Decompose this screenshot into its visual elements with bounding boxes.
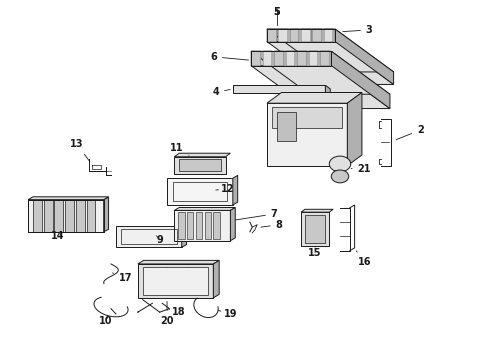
- Text: 16: 16: [356, 251, 371, 267]
- Bar: [267, 29, 335, 41]
- Bar: [277, 112, 296, 141]
- Bar: [28, 200, 104, 232]
- Text: 9: 9: [156, 235, 163, 245]
- Text: 21: 21: [351, 163, 371, 174]
- Bar: [65, 200, 74, 232]
- Polygon shape: [335, 29, 393, 85]
- Text: 19: 19: [218, 309, 237, 319]
- Text: 3: 3: [343, 25, 372, 35]
- Bar: [174, 210, 230, 241]
- Bar: [87, 200, 96, 232]
- Text: 8: 8: [261, 220, 283, 230]
- Bar: [213, 212, 220, 239]
- Text: 5: 5: [273, 7, 280, 17]
- Bar: [305, 215, 325, 243]
- Polygon shape: [267, 29, 276, 41]
- Bar: [54, 200, 63, 232]
- Polygon shape: [104, 197, 109, 232]
- Polygon shape: [230, 207, 235, 241]
- Polygon shape: [138, 260, 219, 264]
- Bar: [179, 159, 220, 171]
- Polygon shape: [267, 93, 362, 103]
- Bar: [76, 200, 85, 232]
- Bar: [267, 103, 347, 166]
- Text: 12: 12: [216, 184, 235, 194]
- Circle shape: [329, 156, 351, 172]
- Bar: [167, 178, 233, 205]
- Text: 7: 7: [236, 209, 278, 220]
- Bar: [121, 229, 177, 244]
- Text: 18: 18: [170, 307, 186, 317]
- Polygon shape: [174, 153, 230, 157]
- Polygon shape: [309, 51, 318, 66]
- Polygon shape: [28, 197, 109, 200]
- Bar: [187, 212, 194, 239]
- Bar: [272, 107, 343, 128]
- Polygon shape: [274, 51, 284, 66]
- Text: 11: 11: [170, 143, 189, 155]
- Polygon shape: [251, 51, 390, 94]
- Polygon shape: [313, 29, 322, 41]
- Bar: [28, 200, 104, 232]
- Polygon shape: [251, 51, 261, 66]
- Text: 10: 10: [99, 316, 113, 326]
- Polygon shape: [278, 29, 288, 41]
- Polygon shape: [182, 223, 187, 247]
- Bar: [251, 51, 331, 66]
- Bar: [301, 212, 329, 246]
- Text: 20: 20: [160, 301, 174, 326]
- Polygon shape: [290, 29, 299, 41]
- Bar: [173, 182, 227, 201]
- Bar: [196, 212, 202, 239]
- Bar: [33, 200, 42, 232]
- Polygon shape: [267, 41, 393, 85]
- Polygon shape: [301, 209, 333, 212]
- Text: 15: 15: [308, 248, 322, 258]
- Circle shape: [331, 170, 349, 183]
- Polygon shape: [301, 29, 311, 41]
- Bar: [44, 200, 52, 232]
- Bar: [138, 264, 213, 298]
- Text: 14: 14: [50, 231, 64, 242]
- Polygon shape: [263, 51, 272, 66]
- Text: 17: 17: [113, 273, 132, 283]
- Text: 2: 2: [396, 125, 424, 140]
- Bar: [178, 212, 185, 239]
- Text: 4: 4: [212, 87, 230, 98]
- Polygon shape: [324, 29, 333, 41]
- Text: 13: 13: [70, 139, 90, 162]
- Text: 5: 5: [273, 7, 280, 17]
- Bar: [116, 226, 182, 247]
- Polygon shape: [267, 29, 393, 72]
- Polygon shape: [174, 207, 235, 210]
- Bar: [143, 267, 208, 295]
- Polygon shape: [331, 51, 390, 109]
- Polygon shape: [320, 51, 330, 66]
- Bar: [204, 212, 211, 239]
- Bar: [174, 157, 225, 174]
- Polygon shape: [213, 260, 219, 298]
- Polygon shape: [325, 85, 330, 97]
- Polygon shape: [297, 51, 307, 66]
- Polygon shape: [233, 175, 238, 205]
- Polygon shape: [286, 51, 295, 66]
- Bar: [233, 85, 325, 93]
- Text: 6: 6: [210, 52, 248, 62]
- Polygon shape: [251, 66, 390, 109]
- Polygon shape: [347, 93, 362, 166]
